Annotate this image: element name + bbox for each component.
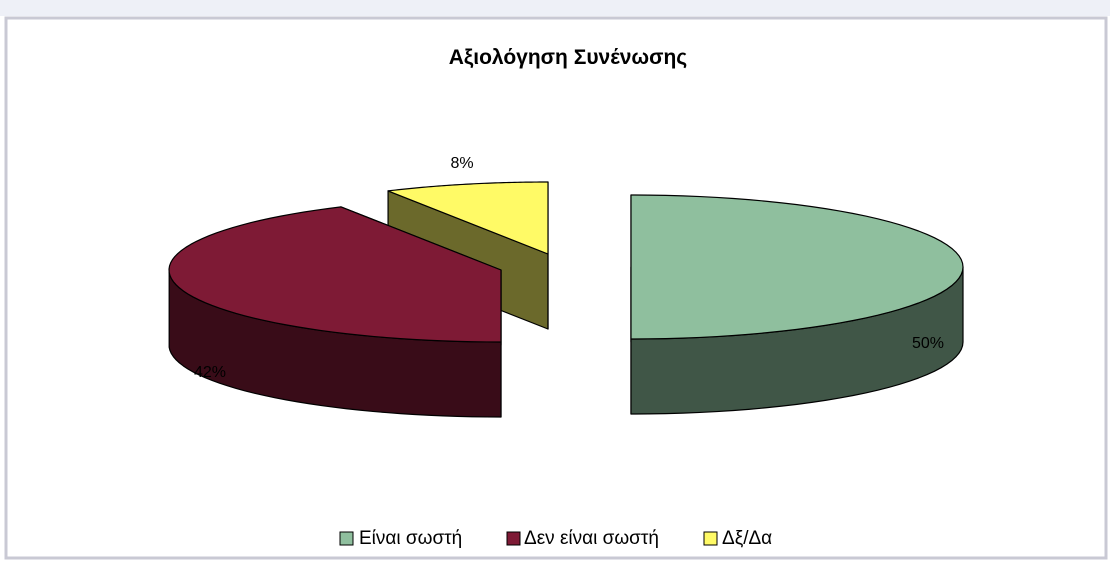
pie-data-labels: 50% 42% 8% <box>194 155 944 381</box>
pie-slice-0 <box>630 194 964 415</box>
legend-label-slice-1: Δεν είναι σωστή <box>524 528 659 549</box>
legend-swatch-slice-2 <box>703 531 718 546</box>
chart-top-strip <box>0 0 1110 16</box>
chart-title: Αξιολόγηση Συνένωσης <box>449 46 688 69</box>
legend-swatch-slice-0 <box>339 531 354 546</box>
chart-legend: Είναι σωστή Δεν είναι σωστή Δξ/Δα <box>339 528 772 549</box>
data-label-slice-2: 8% <box>450 155 473 172</box>
pie-slice-1-top <box>168 206 502 343</box>
legend-swatch-slice-1 <box>506 531 521 546</box>
pie-slice-2-top <box>387 181 549 255</box>
pie-slice-0-top <box>630 194 964 340</box>
pie-slice-1 <box>168 206 502 418</box>
pie-slices <box>168 181 964 418</box>
legend-label-slice-2: Δξ/Δα <box>722 528 772 549</box>
data-label-slice-1: 42% <box>194 364 226 381</box>
data-label-slice-0: 50% <box>912 335 944 352</box>
legend-label-slice-0: Είναι σωστή <box>359 528 462 549</box>
